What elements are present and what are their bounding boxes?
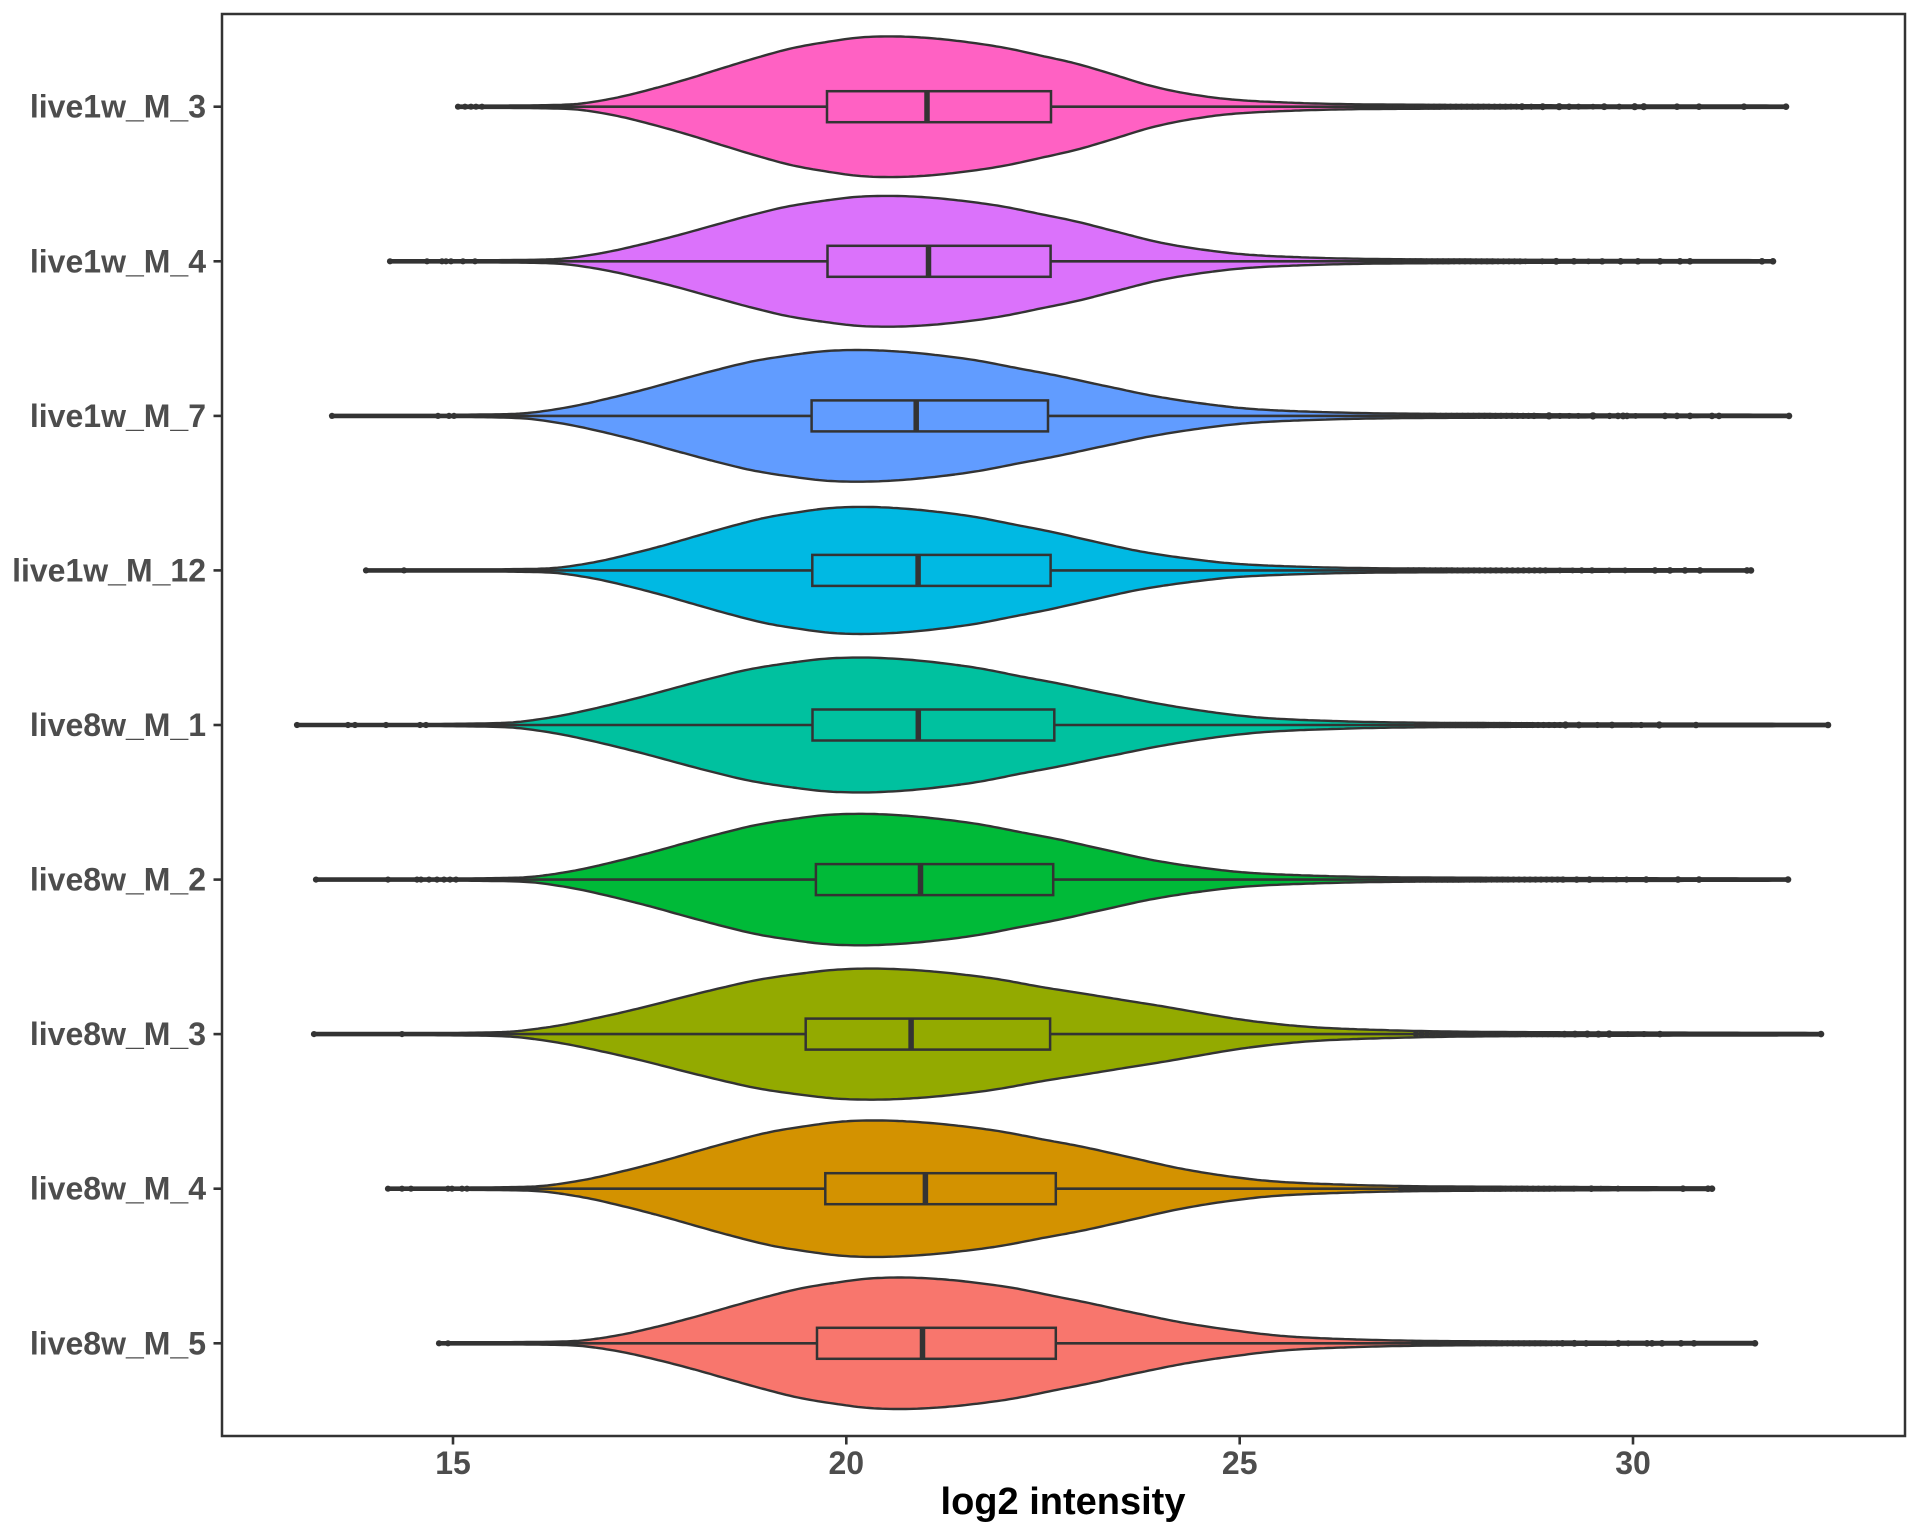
svg-text:live8w_M_1: live8w_M_1 <box>30 707 206 743</box>
svg-text:live1w_M_3: live1w_M_3 <box>30 89 206 125</box>
svg-text:live1w_M_4: live1w_M_4 <box>30 243 206 279</box>
svg-text:live8w_M_4: live8w_M_4 <box>30 1171 206 1207</box>
svg-text:log2 intensity: log2 intensity <box>941 1481 1186 1523</box>
svg-text:25: 25 <box>1222 1445 1258 1481</box>
svg-text:live1w_M_7: live1w_M_7 <box>30 398 206 434</box>
svg-text:live8w_M_5: live8w_M_5 <box>30 1325 206 1361</box>
svg-text:20: 20 <box>829 1445 865 1481</box>
svg-text:live8w_M_2: live8w_M_2 <box>30 862 206 898</box>
svg-text:live8w_M_3: live8w_M_3 <box>30 1016 206 1052</box>
svg-text:30: 30 <box>1615 1445 1651 1481</box>
svg-text:live1w_M_12: live1w_M_12 <box>12 552 206 588</box>
svg-text:15: 15 <box>435 1445 471 1481</box>
